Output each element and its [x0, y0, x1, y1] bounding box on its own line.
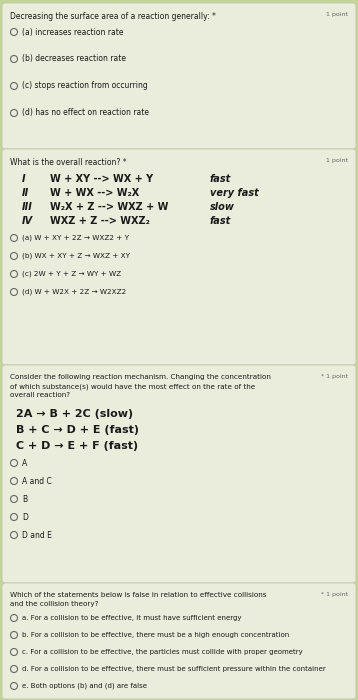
Text: B: B [22, 494, 27, 503]
Text: B + C → D + E (fast): B + C → D + E (fast) [16, 425, 139, 435]
Text: of which substance(s) would have the most effect on the rate of the: of which substance(s) would have the mos… [10, 383, 255, 389]
FancyBboxPatch shape [2, 365, 356, 583]
Text: * 1 point: * 1 point [321, 592, 348, 597]
Text: 1 point: 1 point [326, 12, 348, 17]
Text: III: III [22, 202, 33, 212]
Text: very fast: very fast [210, 188, 259, 198]
Text: e. Both options (b) and (d) are false: e. Both options (b) and (d) are false [22, 682, 147, 690]
Text: c. For a collision to be effective, the particles must collide with proper geome: c. For a collision to be effective, the … [22, 649, 303, 655]
Text: IV: IV [22, 216, 33, 226]
Text: A and C: A and C [22, 477, 52, 486]
Text: What is the overall reaction? *: What is the overall reaction? * [10, 158, 127, 167]
Text: (a) increases reaction rate: (a) increases reaction rate [22, 27, 124, 36]
Text: 2A → B + 2C (slow): 2A → B + 2C (slow) [16, 409, 133, 419]
Text: (d) has no effect on reaction rate: (d) has no effect on reaction rate [22, 108, 149, 118]
Text: * 1 point: * 1 point [321, 374, 348, 379]
Text: I: I [22, 174, 26, 184]
Text: (a) W + XY + 2Z → WXZ2 + Y: (a) W + XY + 2Z → WXZ2 + Y [22, 234, 129, 241]
Text: II: II [22, 188, 29, 198]
Text: (b) decreases reaction rate: (b) decreases reaction rate [22, 55, 126, 64]
Text: d. For a collision to be effective, there must be sufficient pressure within the: d. For a collision to be effective, ther… [22, 666, 326, 672]
Text: b. For a collision to be effective, there must be a high enough concentration: b. For a collision to be effective, ther… [22, 632, 289, 638]
Text: Consider the following reaction mechanism. Changing the concentration: Consider the following reaction mechanis… [10, 374, 271, 380]
Text: fast: fast [210, 216, 231, 226]
Text: D and E: D and E [22, 531, 52, 540]
Text: W₂X + Z --> WXZ + W: W₂X + Z --> WXZ + W [50, 202, 168, 212]
Text: C + D → E + F (fast): C + D → E + F (fast) [16, 441, 138, 451]
Text: a. For a collision to be effective, it must have sufficient energy: a. For a collision to be effective, it m… [22, 615, 242, 621]
Text: fast: fast [210, 174, 231, 184]
Text: A: A [22, 458, 27, 468]
Text: (d) W + W2X + 2Z → W2XZ2: (d) W + W2X + 2Z → W2XZ2 [22, 288, 126, 295]
Text: Decreasing the surface area of a reaction generally: *: Decreasing the surface area of a reactio… [10, 12, 216, 21]
Text: WXZ + Z --> WXZ₂: WXZ + Z --> WXZ₂ [50, 216, 150, 226]
Text: D: D [22, 512, 28, 522]
FancyBboxPatch shape [2, 149, 356, 365]
Text: (c) 2W + Y + Z → WY + WZ: (c) 2W + Y + Z → WY + WZ [22, 271, 121, 277]
Text: 1 point: 1 point [326, 158, 348, 163]
FancyBboxPatch shape [2, 583, 356, 699]
Text: (c) stops reaction from occurring: (c) stops reaction from occurring [22, 81, 148, 90]
FancyBboxPatch shape [2, 3, 356, 149]
Text: slow: slow [210, 202, 235, 212]
Text: W + WX --> W₂X: W + WX --> W₂X [50, 188, 139, 198]
Text: and the collision theory?: and the collision theory? [10, 601, 98, 607]
Text: (b) WX + XY + Z → WXZ + XY: (b) WX + XY + Z → WXZ + XY [22, 253, 130, 259]
Text: W + XY --> WX + Y: W + XY --> WX + Y [50, 174, 153, 184]
Text: Which of the statements below is false in relation to effective collisions: Which of the statements below is false i… [10, 592, 266, 598]
Text: overall reaction?: overall reaction? [10, 392, 70, 398]
